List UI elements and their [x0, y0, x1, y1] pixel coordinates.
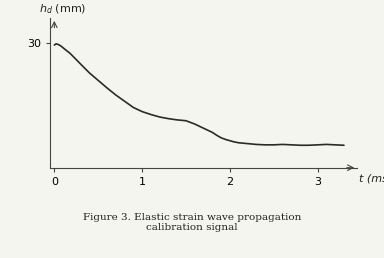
Text: $h_d$ (mm): $h_d$ (mm) [38, 2, 86, 16]
Text: t (ms): t (ms) [359, 174, 384, 184]
Text: Figure 3. Elastic strain wave propagation
calibration signal: Figure 3. Elastic strain wave propagatio… [83, 213, 301, 232]
